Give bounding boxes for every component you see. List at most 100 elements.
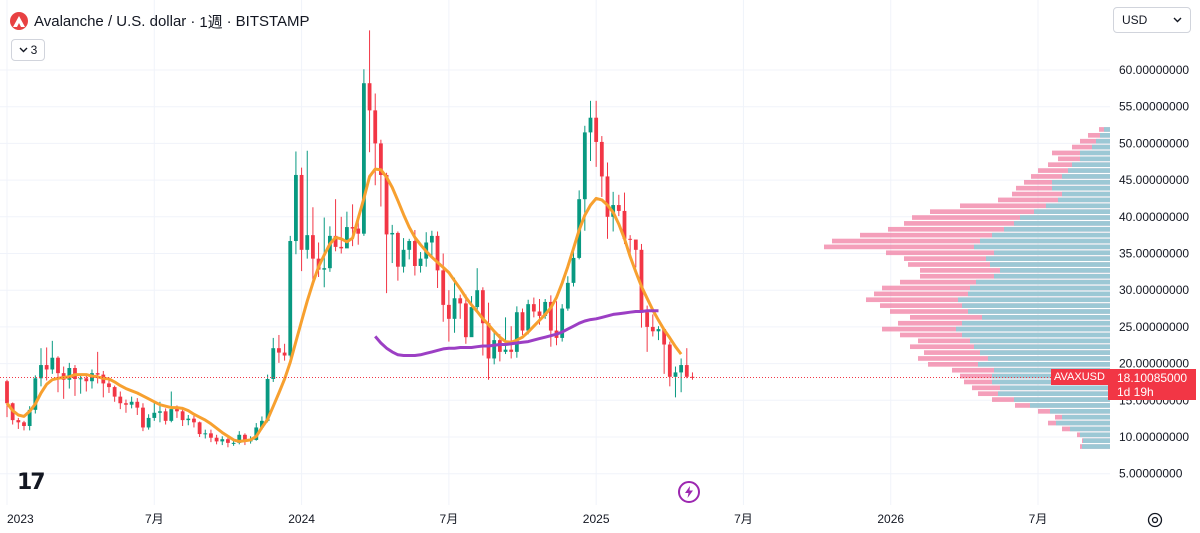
candle-body-down — [622, 210, 627, 239]
volume-profile-bar-down — [960, 203, 1110, 209]
currency-select[interactable]: USD — [1113, 7, 1191, 33]
candle-body-up — [288, 241, 293, 356]
candle-body-down — [548, 301, 553, 331]
volume-profile-bar-up — [986, 256, 1110, 261]
candle-body-down — [339, 246, 344, 249]
candle-body-up — [220, 439, 225, 442]
candle-body-up — [129, 401, 134, 405]
candle-body-up — [469, 307, 474, 338]
ma-fast-line — [5, 167, 683, 443]
volume-profile-bar-up — [1046, 203, 1110, 209]
volume-profile-bar-down — [832, 238, 1110, 244]
candle-body-down — [118, 396, 123, 404]
ma-slow-line — [374, 309, 659, 357]
volume-profile-bar-up — [1080, 150, 1110, 156]
moving-averages — [5, 167, 683, 443]
volume-profile-bar-up — [962, 332, 1110, 338]
candle-body-up — [514, 312, 519, 352]
candle-body-up — [429, 235, 434, 243]
tradingview-logo[interactable]: 17 — [17, 470, 46, 495]
indicators-toggle-button[interactable]: 3 — [11, 39, 45, 61]
candle-body-down — [509, 349, 514, 352]
candle-body-up — [260, 420, 264, 428]
volume-profile-bar-up — [1014, 221, 1110, 226]
candle-body-up — [582, 132, 587, 200]
volume-profile-bar-down — [1072, 144, 1110, 150]
volume-profile-bar-up — [974, 244, 1110, 250]
candle-body-up — [565, 282, 570, 309]
candle-body-up — [305, 235, 310, 250]
candle-body-up — [33, 378, 38, 410]
volume-profile-bar-up — [1070, 426, 1110, 432]
time-tick-label: 2026 — [877, 512, 904, 526]
candle-body-down — [180, 411, 185, 421]
candle-body-down — [662, 329, 667, 345]
candle-body-up — [237, 434, 242, 443]
volume-profile-bar-down — [1080, 138, 1110, 144]
candle-body-down — [107, 383, 111, 388]
candle-body-down — [22, 422, 26, 426]
candlestick-series — [5, 30, 695, 448]
gear-icon[interactable] — [1146, 511, 1164, 529]
volume-profile-bar-up — [998, 391, 1110, 397]
candle-body-down — [350, 227, 355, 229]
volume-profile-bar-down — [1012, 191, 1110, 197]
candle-body-up — [503, 349, 508, 352]
volume-profile-bar-down — [888, 226, 1110, 232]
volume-profile-bar-up — [1100, 132, 1110, 138]
candle-body-down — [311, 235, 315, 259]
volume-profile-bar-up — [968, 291, 1110, 297]
interval-label[interactable]: 1週 — [199, 13, 223, 31]
candle-body-up — [345, 227, 349, 249]
volume-profile-bar-up — [1072, 162, 1110, 168]
price-tick-label: 55.00000000 — [1119, 100, 1189, 114]
lightning-event-icon[interactable] — [678, 481, 700, 503]
candle-body-up — [78, 378, 83, 380]
volume-profile-bar-up — [980, 238, 1110, 244]
candle-body-down — [480, 290, 485, 324]
candle-body-down — [520, 312, 525, 331]
candle-body-up — [186, 418, 191, 421]
candle-body-down — [282, 352, 287, 356]
candle-body-up — [146, 417, 151, 428]
last-price-label: 18.10085000 1d 19h — [1108, 369, 1196, 400]
volume-profile-bar-up — [994, 273, 1110, 279]
candle-body-up — [361, 83, 366, 234]
price-tick-label: 50.00000000 — [1119, 136, 1189, 150]
candle-body-down — [690, 376, 695, 378]
time-tick-label: 2023 — [7, 512, 34, 526]
candle-body-up — [656, 329, 661, 332]
candle-body-down — [594, 117, 599, 142]
volume-profile-bar-up — [1050, 408, 1110, 414]
candle-body-down — [650, 326, 655, 332]
volume-profile-bar-up — [970, 338, 1110, 344]
time-tick-label: 2024 — [288, 512, 315, 526]
volume-profile-bar-up — [990, 262, 1110, 267]
candle-body-down — [633, 239, 638, 250]
candle-body-up — [294, 174, 298, 242]
candle-body-up — [418, 258, 423, 266]
time-tick-label: 2025 — [583, 512, 610, 526]
price-tick-label: 60.00000000 — [1119, 63, 1189, 77]
candle-body-up — [407, 241, 412, 250]
volume-profile-bar-up — [992, 232, 1110, 238]
currency-value: USD — [1122, 13, 1148, 27]
candle-body-down — [299, 174, 304, 250]
volume-profile-bar-up — [968, 309, 1110, 314]
last-price-value: 18.10085000 — [1117, 371, 1188, 385]
price-tick-label: 35.00000000 — [1119, 247, 1189, 261]
candle-body-down — [628, 238, 633, 240]
volume-profile-bar-up — [1004, 226, 1110, 232]
candle-body-down — [135, 401, 140, 408]
candle-body-up — [169, 409, 174, 421]
candle-body-down — [537, 311, 542, 316]
volume-profile-bar-up — [1020, 215, 1110, 220]
time-tick-label: 7月 — [734, 512, 753, 526]
candle-body-down — [395, 232, 400, 267]
candle-body-up — [67, 368, 72, 380]
volume-profile-bar-up — [978, 361, 1110, 367]
chevron-down-icon — [1173, 17, 1182, 23]
price-tick-label: 10.00000000 — [1119, 430, 1189, 444]
candle-body-down — [214, 437, 219, 442]
